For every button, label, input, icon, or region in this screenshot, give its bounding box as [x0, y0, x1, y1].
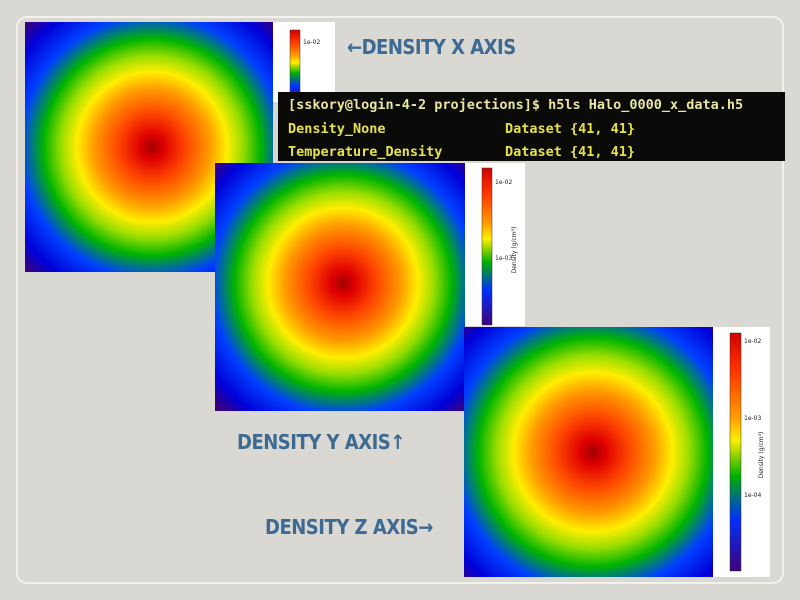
colorbar — [481, 167, 493, 326]
colorbar-tick: 1e-03 — [744, 415, 761, 422]
terminal — [278, 92, 785, 161]
colorbar-panel — [465, 163, 525, 326]
colorbar-tick: 1e-04 — [744, 492, 761, 499]
axis-label: DENSITY Z AXIS→ — [265, 515, 433, 539]
axis-label: DENSITY Y AXIS↑ — [237, 430, 405, 454]
heatmap-y — [215, 163, 465, 411]
terminal-row: Density_None — [288, 121, 386, 137]
colorbar-panel — [713, 327, 770, 577]
colorbar — [289, 29, 301, 103]
colorbar-panel — [273, 22, 335, 102]
heatmap-z — [464, 327, 713, 577]
terminal-command: [sskory@login-4-2 projections]$ h5ls Hal… — [288, 97, 743, 113]
terminal-row: Temperature_Density — [288, 144, 442, 160]
axis-label: ←DENSITY X AXIS — [347, 35, 516, 59]
terminal-row: Dataset {41, 41} — [505, 121, 635, 137]
colorbar-tick: 1e-02 — [303, 39, 320, 46]
colorbar-label: Density (g/cm³) — [758, 432, 765, 479]
colorbar-tick: 1e-03 — [495, 255, 512, 262]
terminal-row: Dataset {41, 41} — [505, 144, 635, 160]
colorbar-tick: 1e-02 — [495, 179, 512, 186]
colorbar — [729, 332, 742, 572]
colorbar-label: Density (g/cm³) — [511, 227, 518, 274]
slide-frame — [16, 16, 784, 584]
colorbar-tick: 1e-02 — [744, 338, 761, 345]
